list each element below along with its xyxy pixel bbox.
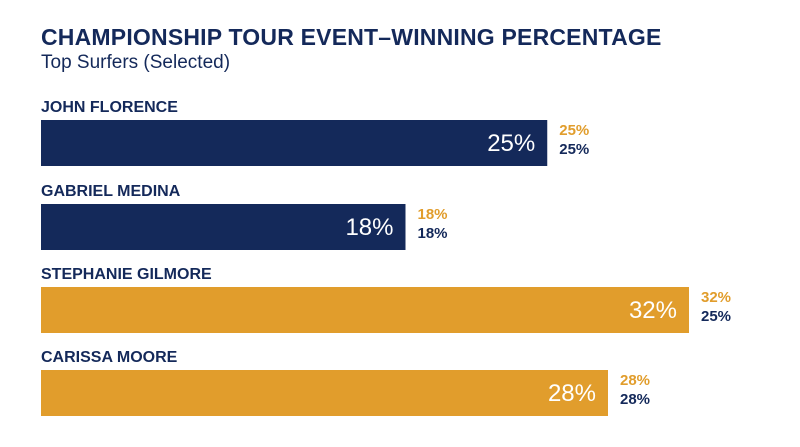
bar bbox=[41, 287, 689, 333]
chart-title: CHAMPIONSHIP TOUR EVENT–WINNING PERCENTA… bbox=[41, 24, 662, 50]
bar bbox=[41, 370, 608, 416]
bar-value-label: 32% bbox=[629, 297, 677, 324]
side-value-navy: 25% bbox=[701, 308, 731, 325]
side-value-gold: 18% bbox=[418, 206, 448, 223]
bar-value-label: 25% bbox=[487, 130, 535, 157]
category-label: JOHN FLORENCE bbox=[41, 99, 178, 116]
side-value-navy: 18% bbox=[418, 225, 448, 242]
bar-value-label: 28% bbox=[548, 380, 596, 407]
side-value-gold: 25% bbox=[559, 122, 589, 139]
category-label: GABRIEL MEDINA bbox=[41, 183, 181, 200]
side-value-navy: 28% bbox=[620, 391, 650, 408]
side-value-navy: 25% bbox=[559, 141, 589, 158]
side-value-gold: 28% bbox=[620, 372, 650, 389]
side-value-gold: 32% bbox=[701, 289, 731, 306]
bar bbox=[41, 120, 548, 166]
bar-value-label: 18% bbox=[345, 214, 393, 241]
category-label: STEPHANIE GILMORE bbox=[41, 266, 212, 283]
bar bbox=[41, 204, 406, 250]
category-label: CARISSA MOORE bbox=[41, 349, 178, 366]
chart-subtitle: Top Surfers (Selected) bbox=[41, 52, 231, 73]
